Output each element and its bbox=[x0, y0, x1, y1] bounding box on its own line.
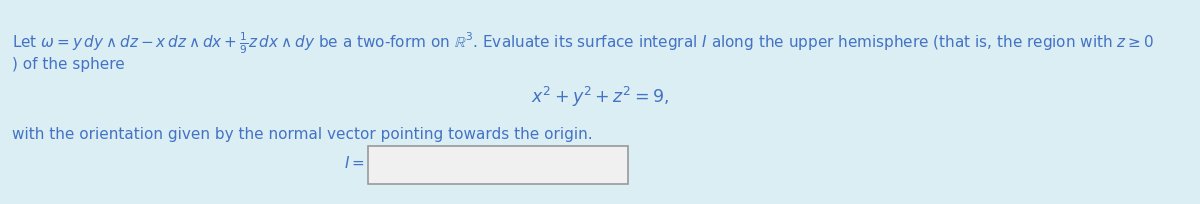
Text: $x^2 + y^2 + z^2 = 9,$: $x^2 + y^2 + z^2 = 9,$ bbox=[530, 85, 670, 109]
Text: Let $\omega = y\,dy \wedge dz - x\,dz \wedge dx + \frac{1}{9}z\,dx \wedge dy$ be: Let $\omega = y\,dy \wedge dz - x\,dz \w… bbox=[12, 30, 1154, 55]
Text: ) of the sphere: ) of the sphere bbox=[12, 57, 125, 72]
Text: $I = $: $I = $ bbox=[344, 154, 365, 170]
FancyBboxPatch shape bbox=[368, 146, 628, 184]
Text: with the orientation given by the normal vector pointing towards the origin.: with the orientation given by the normal… bbox=[12, 126, 593, 141]
